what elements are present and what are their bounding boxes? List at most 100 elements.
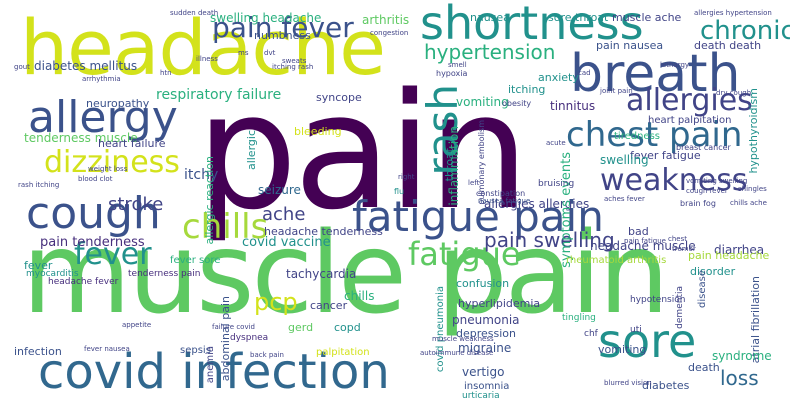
word: back pain bbox=[250, 351, 284, 359]
word: autoimmune disease bbox=[420, 349, 494, 357]
word: covid infection bbox=[38, 344, 390, 400]
word: nausea fatigue bbox=[478, 197, 531, 205]
word: hypoxia bbox=[436, 69, 468, 78]
word: diarrhea bbox=[714, 243, 765, 257]
word: ache bbox=[262, 204, 306, 225]
word: shingles bbox=[738, 185, 767, 193]
word: cad bbox=[578, 69, 591, 77]
word: breast cancer bbox=[676, 143, 731, 152]
word: throat bbox=[443, 148, 456, 182]
word: bruising bbox=[538, 179, 575, 189]
word: fever nausea bbox=[84, 345, 130, 353]
word: blurred vision bbox=[604, 379, 652, 387]
word: failure covid bbox=[212, 323, 255, 331]
word: stroke bbox=[108, 194, 164, 215]
word: uti bbox=[630, 325, 642, 335]
word: dyspnea bbox=[230, 333, 269, 343]
word: left bbox=[468, 179, 480, 187]
word: itchy bbox=[184, 167, 219, 183]
word: muscle weakness bbox=[432, 335, 494, 343]
word: blood clot bbox=[78, 175, 113, 183]
word: chest bbox=[668, 235, 687, 243]
word: tinnitus bbox=[550, 99, 596, 113]
word: sudden death bbox=[170, 9, 219, 17]
word: syncope bbox=[316, 91, 362, 104]
word: heart palpitation bbox=[648, 115, 732, 126]
word: bleeding bbox=[294, 125, 342, 138]
word: allergic reaction bbox=[203, 156, 216, 245]
word: illness bbox=[196, 55, 218, 63]
word: fever bbox=[24, 259, 53, 272]
word: brain fog bbox=[680, 199, 716, 208]
word: sweats bbox=[282, 57, 307, 65]
word: symptoms events bbox=[559, 152, 574, 268]
word: pulmonary embolism bbox=[477, 120, 486, 205]
word: ms bbox=[238, 49, 249, 57]
word: syndrome bbox=[712, 349, 772, 363]
word: chronic bbox=[700, 16, 790, 46]
word: bad bbox=[628, 225, 649, 238]
word: joint pain bbox=[600, 87, 633, 95]
word: rash itching bbox=[18, 181, 60, 189]
word: muscle ache bbox=[612, 11, 682, 24]
word: arthritis bbox=[362, 13, 410, 27]
word: smell bbox=[448, 61, 467, 69]
word: sore throat bbox=[548, 11, 609, 24]
word: hypertension bbox=[424, 40, 556, 64]
word: htn bbox=[160, 69, 172, 77]
word: weakness bbox=[600, 163, 748, 198]
word: pain bbox=[196, 58, 529, 245]
word: pneumonia bbox=[452, 313, 520, 327]
word: seizure bbox=[258, 183, 301, 197]
word: urticaria bbox=[462, 391, 500, 401]
word: headache tenderness bbox=[264, 225, 383, 238]
word: hypothyroidism bbox=[747, 88, 760, 174]
word: fatigue pain bbox=[352, 192, 604, 241]
word: muscle pain bbox=[22, 209, 669, 339]
word: pcp bbox=[254, 288, 298, 316]
word: vertigo bbox=[462, 365, 505, 379]
word: gout bbox=[14, 63, 30, 71]
word: constipation bbox=[476, 189, 526, 198]
word: depression bbox=[456, 327, 517, 340]
word: aches fever bbox=[604, 195, 645, 203]
word: swelling headache bbox=[210, 11, 322, 25]
word: covid vaccine bbox=[242, 235, 331, 250]
word: dry cough bbox=[716, 89, 752, 97]
word: dementia bbox=[675, 286, 685, 329]
word: nausea bbox=[470, 11, 510, 24]
word: neuropathy bbox=[86, 97, 150, 110]
word: rheumatoid arthritis bbox=[566, 255, 667, 266]
word: headache muscle bbox=[590, 239, 696, 253]
word: pain fever bbox=[212, 11, 354, 44]
word: palpitation bbox=[316, 347, 370, 358]
word: headache bbox=[20, 3, 386, 92]
word: weight loss bbox=[88, 165, 128, 173]
word: allergies bbox=[626, 83, 753, 118]
word: allergic bbox=[245, 130, 258, 171]
word: tachycardia bbox=[286, 267, 357, 281]
word: fatigue bbox=[408, 235, 521, 273]
word: fever bbox=[74, 237, 152, 272]
word: anemia bbox=[205, 346, 216, 384]
word: disease bbox=[697, 270, 708, 308]
word: numbness bbox=[254, 29, 311, 42]
word: tiredness bbox=[614, 131, 661, 142]
word: respiratory failure bbox=[156, 87, 282, 103]
word: allergies hypertension bbox=[694, 9, 772, 17]
word: dizziness bbox=[44, 145, 180, 180]
word: cancer bbox=[310, 299, 348, 312]
word: congestion bbox=[370, 29, 409, 37]
word: fever sore bbox=[170, 255, 221, 266]
word: lethargy bbox=[660, 61, 690, 69]
word: acute bbox=[546, 139, 566, 147]
word: diabetes bbox=[642, 379, 690, 392]
word: disorder bbox=[690, 265, 736, 278]
word: pain headache bbox=[688, 249, 770, 262]
word: chf bbox=[584, 329, 598, 339]
word: covid pneumonia bbox=[435, 286, 446, 373]
word: pain fatigue bbox=[624, 237, 666, 245]
word: right bbox=[398, 173, 415, 181]
word: cough fever bbox=[686, 187, 728, 195]
